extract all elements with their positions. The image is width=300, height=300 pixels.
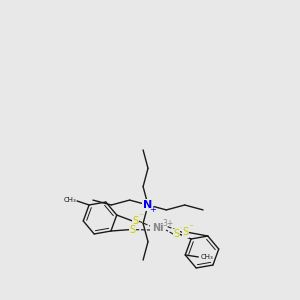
Text: S: S — [173, 229, 179, 239]
Text: S: S — [182, 227, 188, 237]
Text: 3+: 3+ — [162, 220, 174, 229]
Text: ⁻: ⁻ — [189, 224, 194, 233]
Text: CH₃: CH₃ — [200, 254, 213, 260]
Text: Ni: Ni — [152, 223, 164, 233]
Text: ⁻: ⁻ — [139, 212, 144, 222]
Text: ⁻: ⁻ — [180, 225, 185, 235]
Text: ⁻: ⁻ — [136, 221, 141, 231]
Text: CH₃: CH₃ — [63, 197, 76, 203]
Text: S: S — [132, 216, 138, 226]
Text: +: + — [150, 205, 156, 214]
Text: N: N — [143, 200, 153, 210]
Text: S: S — [129, 225, 135, 235]
